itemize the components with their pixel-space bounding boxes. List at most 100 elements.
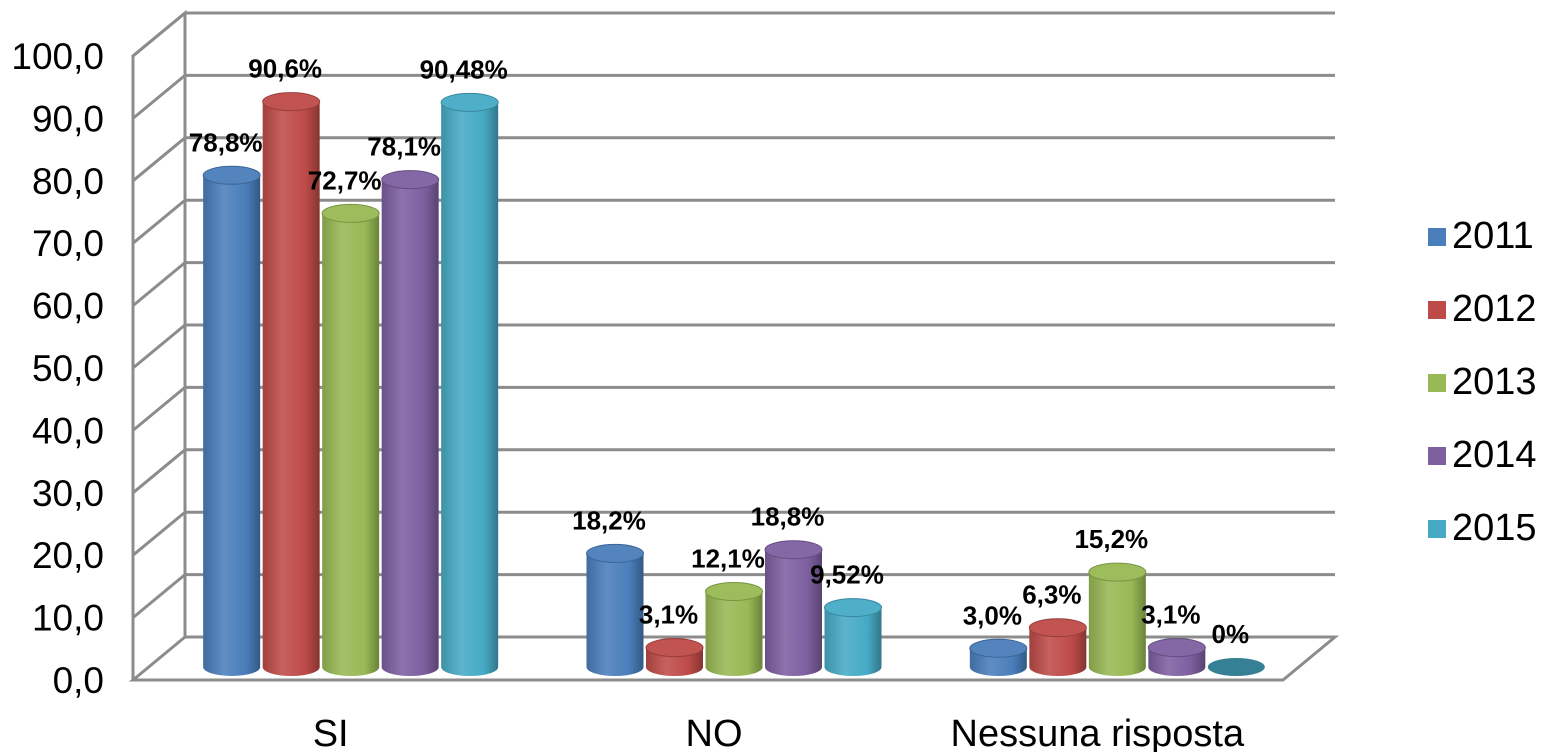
legend-swatch xyxy=(1428,300,1446,319)
gridlines xyxy=(132,11,1335,619)
gridline xyxy=(132,261,1335,307)
bar-body xyxy=(824,607,882,676)
data-label: 90,6% xyxy=(248,54,322,84)
legend-swatch xyxy=(1428,227,1446,246)
y-tick-label: 60,0 xyxy=(32,286,104,327)
legend: 2011 2012 2013 2014 2015 xyxy=(1428,200,1537,565)
data-label: 3,1% xyxy=(1141,600,1200,630)
legend-item: 2012 xyxy=(1428,273,1537,346)
gridline xyxy=(132,448,1335,494)
bar-2013-si xyxy=(321,203,380,677)
gridline xyxy=(132,198,1335,245)
bar-cap xyxy=(1088,562,1147,582)
bar-2011-nessuna-risposta xyxy=(969,638,1028,676)
y-tick-label: 90,0 xyxy=(32,98,104,139)
bar-2013-nessuna-risposta xyxy=(1088,562,1147,676)
y-tick-label: 0,0 xyxy=(53,660,104,701)
bar-2013-no xyxy=(705,581,763,676)
y-tick-label: 40,0 xyxy=(32,410,104,451)
data-label: 72,7% xyxy=(308,165,382,195)
bar-cap xyxy=(321,203,380,223)
legend-swatch xyxy=(1428,519,1446,538)
bar-cap xyxy=(202,165,261,185)
legend-item: 2011 xyxy=(1428,200,1537,273)
bar-cap xyxy=(1028,618,1087,638)
bar-body xyxy=(262,101,320,676)
legend-item: 2015 xyxy=(1428,492,1537,565)
bar-2014-si xyxy=(381,170,440,676)
bar-2015-nessuna-risposta xyxy=(1207,658,1265,676)
bar-body xyxy=(1029,627,1087,676)
x-tick-label: SI xyxy=(313,713,349,752)
data-label: 78,8% xyxy=(189,127,263,157)
gridline xyxy=(132,385,1335,432)
y-axis-ticks: 0,0 10,0 20,0 30,0 40,0 50,0 60,0 70,0 80,0 90,0 1… xyxy=(11,36,104,701)
data-label: 9,52% xyxy=(810,560,884,590)
bar-cap xyxy=(705,581,763,601)
data-labels: 78,8% 90,6% 72,7%78,1% 90,48% 18,2% 3,1% 12,1%… xyxy=(189,54,1249,649)
gridline xyxy=(132,73,1335,120)
bar-cap xyxy=(1147,638,1206,658)
legend-label: 2013 xyxy=(1452,361,1537,403)
bar-cap xyxy=(764,540,823,560)
bar-cap xyxy=(440,92,499,112)
y-tick-label: 50,0 xyxy=(32,348,104,389)
bar-cap xyxy=(969,638,1028,658)
bar-2011-no xyxy=(586,543,644,676)
bar-2012-no xyxy=(645,638,704,676)
legend-swatch xyxy=(1428,446,1446,465)
y-tick-label: 70,0 xyxy=(32,223,104,264)
bar-body xyxy=(441,102,499,677)
bar-cap xyxy=(645,638,704,658)
bar-cap xyxy=(1207,658,1265,676)
bar-body xyxy=(1088,572,1146,676)
legend-item: 2014 xyxy=(1428,419,1537,492)
data-label: 15,2% xyxy=(1074,524,1148,554)
y-tick-label: 80,0 xyxy=(32,161,104,202)
x-tick-label: Nessuna risposta xyxy=(951,713,1245,752)
data-label: 18,2% xyxy=(572,505,646,535)
data-label: 12,1% xyxy=(691,543,765,573)
y-tick-label: 30,0 xyxy=(32,473,104,514)
gridline xyxy=(132,323,1335,370)
data-label: 3,0% xyxy=(963,600,1022,630)
y-tick-label: 100,0 xyxy=(11,36,104,77)
legend-label: 2011 xyxy=(1452,215,1534,257)
bar-2014-no xyxy=(764,540,823,676)
legend-label: 2014 xyxy=(1452,434,1537,476)
x-axis-ticks: SI NO Nessuna risposta xyxy=(313,713,1245,752)
gridline xyxy=(132,510,1335,557)
legend-swatch xyxy=(1428,373,1446,392)
legend-item: 2013 xyxy=(1428,346,1537,419)
gridline xyxy=(132,11,1335,58)
y-tick-label: 10,0 xyxy=(32,598,104,639)
bar-body xyxy=(705,591,763,676)
bar-2012-nessuna-risposta xyxy=(1028,618,1087,676)
bar-body xyxy=(586,553,644,676)
bar-cap xyxy=(262,92,321,112)
bar-cap xyxy=(824,598,882,618)
bars xyxy=(202,92,1265,677)
gridline xyxy=(132,573,1335,619)
data-label: 0% xyxy=(1212,619,1250,649)
bar-2015-no xyxy=(824,598,882,676)
data-label: 90,48% xyxy=(420,54,508,84)
legend-label: 2012 xyxy=(1452,288,1537,330)
data-label: 78,1% xyxy=(367,132,441,162)
data-label: 3,1% xyxy=(639,600,698,630)
bar-2011-si xyxy=(202,165,261,676)
data-label: 18,8% xyxy=(751,502,825,532)
y-tick-label: 20,0 xyxy=(32,535,104,576)
x-tick-label: NO xyxy=(686,713,743,752)
data-label: 6,3% xyxy=(1022,580,1081,610)
bar-2012-si xyxy=(262,92,321,676)
bar-body xyxy=(203,175,261,676)
bar-cap xyxy=(381,170,440,190)
bar-cap xyxy=(586,543,644,563)
bar-body xyxy=(322,213,380,677)
bar-2014-nessuna-risposta xyxy=(1147,638,1206,676)
legend-label: 2015 xyxy=(1452,507,1537,549)
bar-body xyxy=(765,549,822,676)
